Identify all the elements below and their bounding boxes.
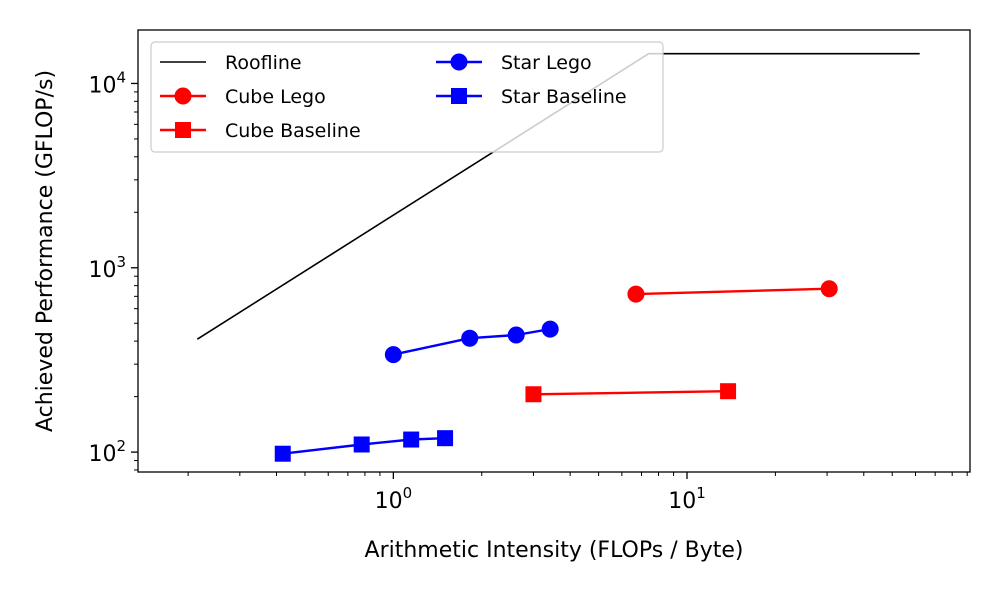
cube-lego-point [820,280,838,298]
cube-baseline-line [533,390,729,396]
star-lego-line [393,327,551,356]
major-ticks: 100 101 102 103 104 [88,68,705,514]
star-baseline-point [437,430,454,447]
x-axis-label: Arithmetic Intensity (FLOPs / Byte) [365,538,744,563]
star-baseline-point [403,431,420,448]
star-lego-point [461,329,479,347]
star-lego-point [384,346,402,364]
legend-label-cube-lego: Cube Lego [225,86,326,108]
legend-marker-cube-baseline [175,122,191,138]
star-lego-point [541,320,559,338]
y-tick-label: 103 [88,253,126,283]
cube-lego-line [635,287,830,296]
legend-marker-cube-lego [174,87,192,105]
legend-marker-star-baseline [451,88,467,104]
cube-baseline-point [720,383,737,400]
plot-frame [137,29,971,473]
y-axis-label: Achieved Performance (GFLOP/s) [33,70,58,432]
legend-label-star-lego: Star Lego [501,52,592,74]
star-baseline-point [274,445,291,462]
legend-marker-star-lego [450,53,468,71]
series-layer [196,52,920,462]
y-tick-label: 102 [88,437,126,467]
star-lego-point [507,326,525,344]
x-tick-label: 101 [668,484,706,514]
legend-label-cube-baseline: Cube Baseline [225,120,361,142]
legend-label-roofline: Roofline [225,52,302,74]
star-baseline-line [282,437,446,455]
legend-label-star-baseline: Star Baseline [501,86,627,108]
cube-baseline-point [525,386,542,403]
x-tick-label: 100 [375,484,413,514]
minor-ticks [134,91,968,476]
legend-frame [150,41,664,153]
legend: Roofline Cube Lego Cube Baseline Star Lego S… [150,41,664,153]
star-baseline-point [353,436,370,453]
cube-lego-point [627,285,645,303]
y-tick-label: 104 [88,68,126,98]
